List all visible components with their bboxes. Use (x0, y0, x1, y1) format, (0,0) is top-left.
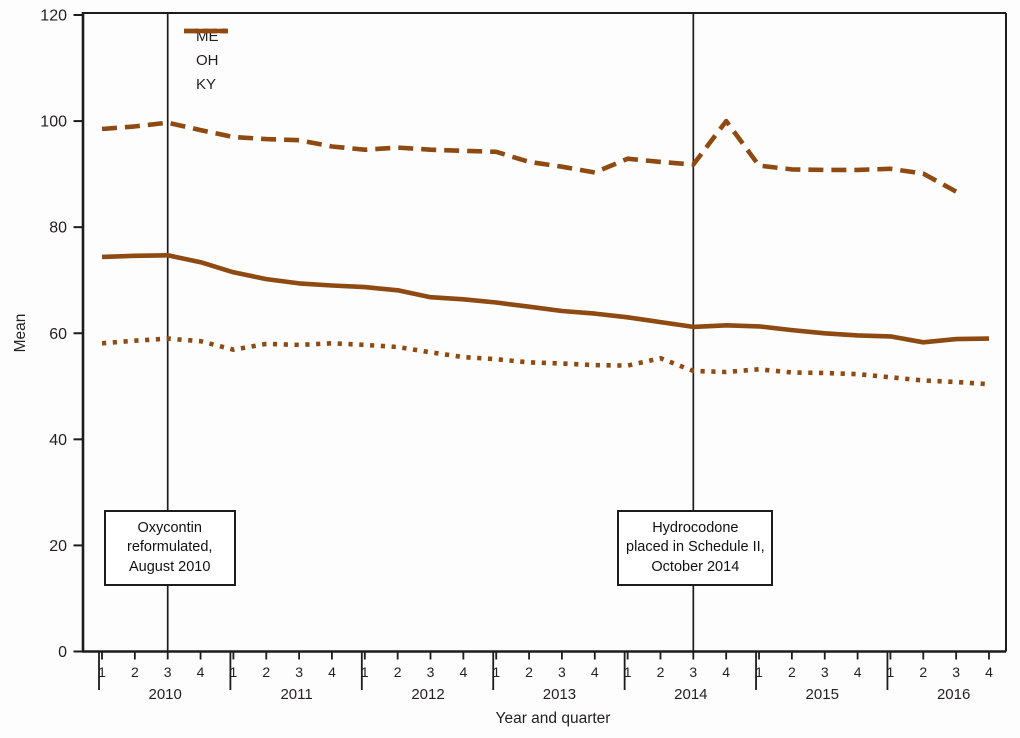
legend-item-ky: KY (184, 28, 227, 94)
legend: ME OH KY (184, 27, 228, 94)
series-line-ky (101, 336, 990, 387)
y-tick-label: 60 (49, 326, 67, 343)
quarter-tick-label: 4 (197, 664, 205, 680)
quarter-tick-label: 3 (295, 664, 303, 680)
quarter-tick-label: 1 (361, 664, 369, 680)
quarter-tick-label: 1 (887, 664, 895, 680)
y-tick-label: 40 (49, 432, 67, 449)
quarter-tick-label: 2 (131, 664, 139, 680)
y-tick-label: 80 (49, 220, 67, 237)
x-axis-title: Year and quarter (496, 710, 611, 727)
quarter-tick-label: 1 (230, 664, 238, 680)
year-label: 2012 (411, 686, 444, 703)
y-axis-ticks: 0 20 40 60 80 100 120 (40, 8, 83, 661)
quarter-tick-label: 3 (689, 664, 697, 680)
quarter-tick-label: 4 (854, 664, 862, 680)
quarter-tick-label: 2 (657, 664, 665, 680)
quarter-tick-label: 3 (821, 664, 829, 680)
quarter-tick-label: 1 (492, 664, 500, 680)
quarter-tick-label: 2 (788, 664, 796, 680)
annotation-text-line: placed in Schedule II, (626, 539, 765, 556)
quarter-tick-label: 3 (427, 664, 435, 680)
y-tick-label: 0 (58, 644, 67, 661)
legend-label-oh: OH (196, 52, 219, 69)
annotation-text-line: August 2010 (128, 558, 211, 575)
series-line-oh (101, 253, 990, 345)
quarter-tick-label: 1 (98, 664, 106, 680)
annotation-box-hydrocodone: Hydrocodone placed in Schedule II, Octob… (617, 510, 774, 586)
quarter-tick-label: 4 (459, 664, 467, 680)
annotation-text-line: Oxycontin (137, 520, 202, 537)
annotation-text-line: Hydrocodone (652, 520, 739, 537)
quarter-tick-label: 1 (755, 664, 763, 680)
y-tick-label: 100 (40, 114, 67, 131)
y-tick-label: 120 (40, 8, 67, 25)
quarter-tick-label: 2 (394, 664, 402, 680)
legend-label-ky: KY (196, 76, 217, 93)
quarter-tick-label: 3 (952, 664, 960, 680)
quarter-tick-label: 2 (262, 664, 270, 680)
quarter-tick-label: 2 (525, 664, 533, 680)
quarter-tick-label: 4 (722, 664, 730, 680)
year-label: 2014 (674, 686, 707, 703)
year-label: 2011 (280, 686, 312, 703)
quarter-tick-label: 4 (591, 664, 599, 680)
annotation-text-line: reformulated, (126, 539, 213, 556)
legend-item-oh: OH (184, 28, 228, 70)
x-axis-ticks: 1 2 3 4 1 2 3 4 1 2 3 4 1 2 3 4 1 2 3 4 1 2 3 4 1 2 3 4 2010 2011 2012… (98, 651, 993, 703)
year-label: 2010 (149, 686, 182, 703)
quarter-tick-label: 4 (985, 664, 993, 680)
quarter-tick-label: 1 (624, 664, 632, 680)
y-axis-title: Mean (12, 314, 29, 353)
quarter-tick-label: 3 (558, 664, 566, 680)
year-label: 2016 (937, 686, 970, 703)
ky-dotted-line-icon (195, 28, 227, 34)
quarter-tick-label: 4 (328, 664, 336, 680)
y-tick-label: 20 (49, 538, 67, 555)
reference-lines (166, 13, 695, 652)
data-series (101, 118, 990, 387)
year-label: 2013 (543, 686, 576, 703)
quarter-tick-label: 2 (919, 664, 927, 680)
annotation-text-line: October 2014 (651, 558, 740, 575)
quarter-tick-label: 3 (164, 664, 172, 680)
year-label: 2015 (806, 686, 839, 703)
annotation-box-oxycontin: Oxycontin reformulated, August 2010 (103, 510, 236, 586)
series-line-me (101, 118, 958, 194)
